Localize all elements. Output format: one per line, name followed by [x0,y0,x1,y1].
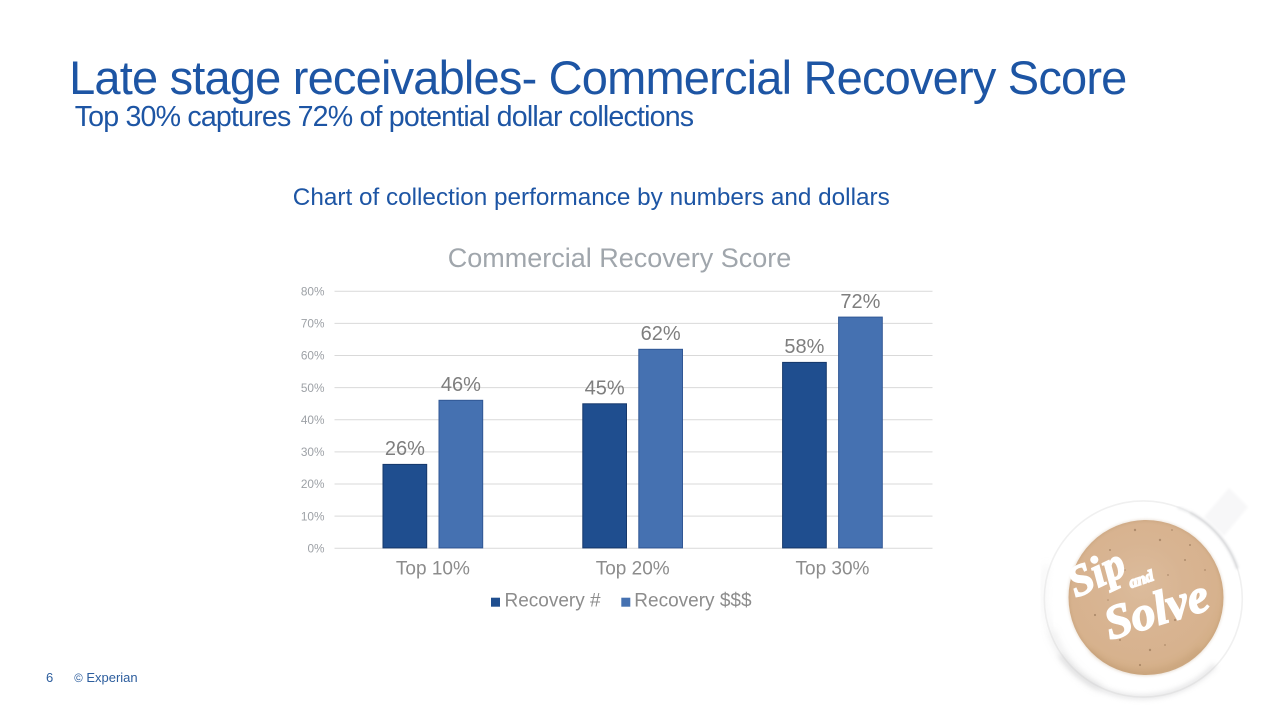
svg-text:70%: 70% [301,317,325,331]
svg-text:30%: 30% [301,445,325,459]
svg-text:20%: 20% [301,477,325,491]
svg-text:26%: 26% [385,438,425,460]
svg-text:0%: 0% [307,541,325,555]
svg-text:40%: 40% [301,413,325,427]
svg-text:45%: 45% [585,378,625,400]
svg-text:Top 30%: Top 30% [796,558,870,579]
svg-text:Recovery $$$: Recovery $$$ [634,590,752,611]
svg-text:60%: 60% [301,349,325,363]
svg-text:80%: 80% [301,284,325,298]
svg-text:62%: 62% [641,323,681,345]
svg-text:72%: 72% [840,291,880,313]
svg-text:58%: 58% [784,336,824,358]
svg-text:Top 10%: Top 10% [396,558,470,579]
svg-text:50%: 50% [301,381,325,395]
svg-text:Top 20%: Top 20% [596,558,670,579]
svg-text:46%: 46% [441,374,481,396]
svg-text:10%: 10% [301,509,325,523]
svg-text:Recovery #: Recovery # [505,590,602,611]
